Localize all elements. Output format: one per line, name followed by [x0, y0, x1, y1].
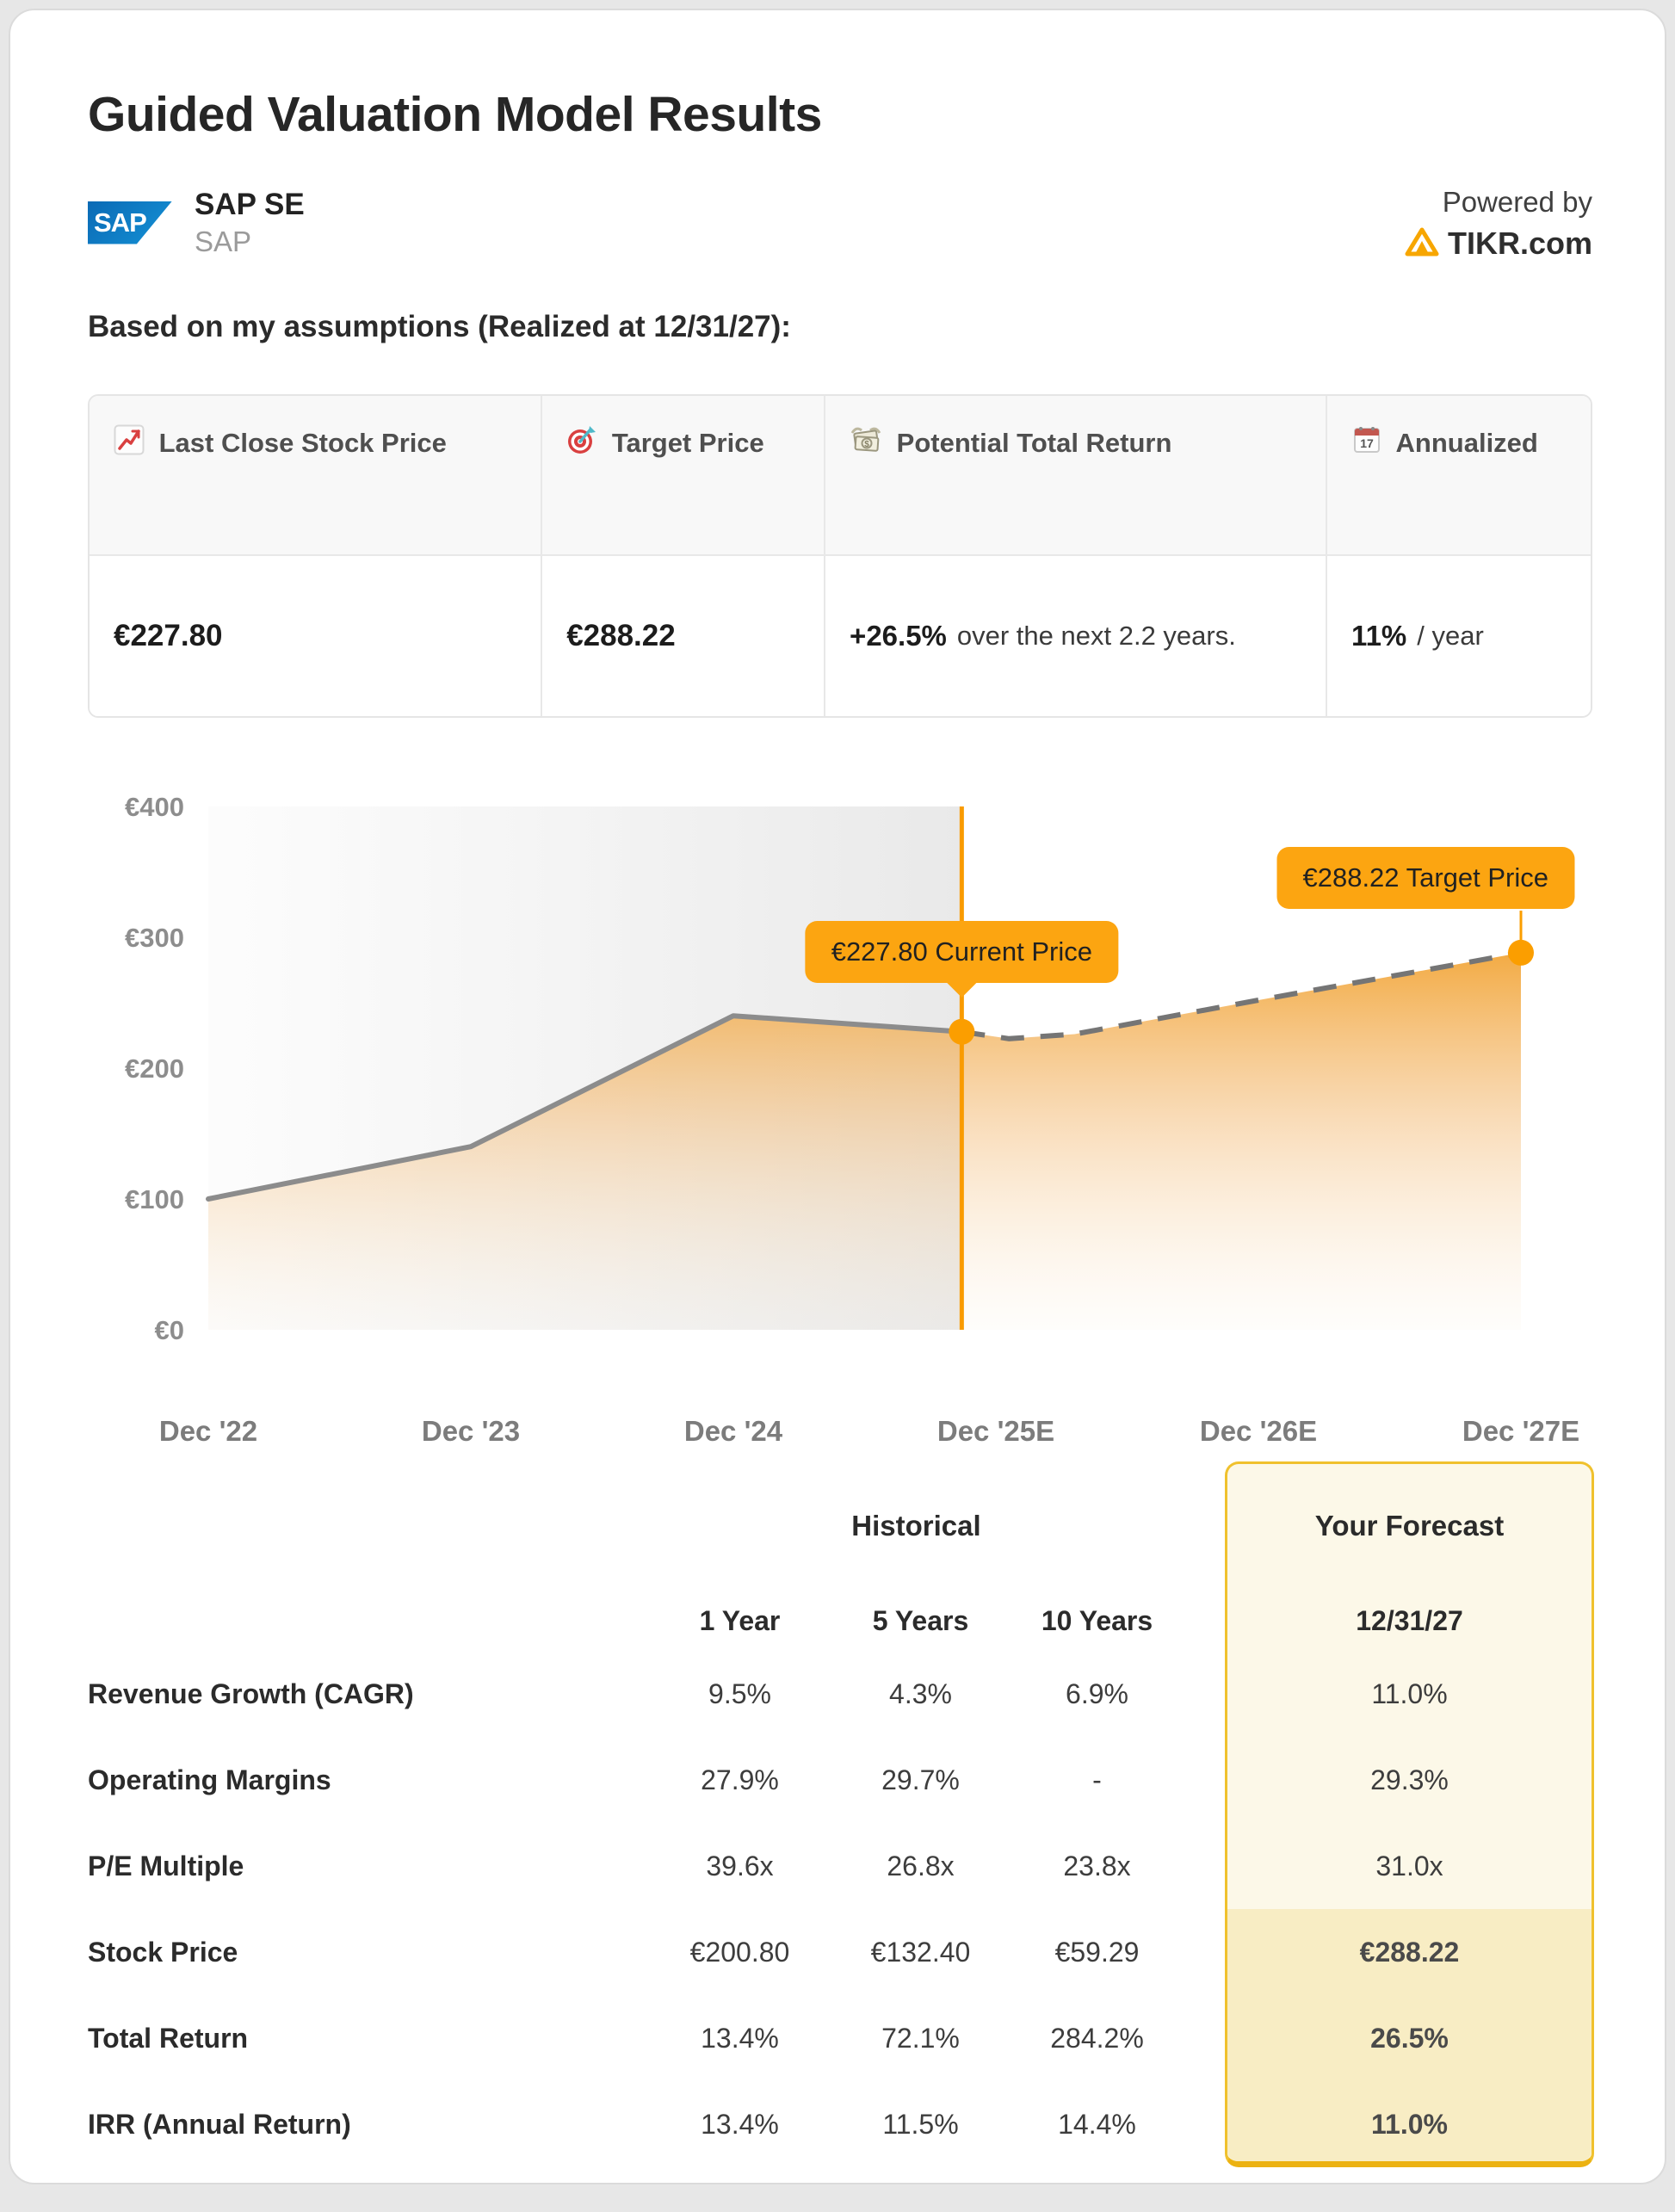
metric-value: 14.4% [1058, 2108, 1136, 2140]
page-title: Guided Valuation Model Results [88, 87, 822, 142]
company-header: SAP SAP SE SAP Powered by TIKR.com [88, 186, 1592, 262]
chart-increasing-icon [114, 424, 145, 468]
metric-label: IRR (Annual Return) [88, 2108, 351, 2140]
metric-value: 39.6x [706, 1850, 774, 1881]
powered-by-label: Powered by [1442, 186, 1592, 218]
price-area-forecast [961, 952, 1521, 1330]
price-line-historical [206, 1013, 965, 1202]
x-axis-tick: Dec '26E [1200, 1415, 1317, 1447]
sap-logo: SAP [88, 201, 172, 244]
current-price-dot [949, 1018, 975, 1045]
metric-value: 27.9% [701, 1764, 779, 1795]
target-price-cell: €288.22 [542, 556, 826, 716]
summary-header-last-close: Last Close Stock Price [90, 396, 543, 556]
x-axis-tick: Dec '23 [422, 1415, 520, 1447]
forecast-value: 11.0% [1371, 1678, 1448, 1709]
metric-value: 9.5% [708, 1678, 771, 1709]
target-price-value: €288.22 [566, 619, 676, 652]
metric-value: 26.8x [887, 1850, 955, 1881]
x-axis-tick: Dec '25E [937, 1415, 1054, 1447]
forecast-value: 29.3% [1370, 1764, 1449, 1795]
calendar-icon: 17 [1351, 424, 1382, 468]
column-header-forecast-date: 12/31/27 [1356, 1604, 1463, 1636]
column-header-10-years: 10 Years [1041, 1604, 1153, 1636]
forecast-value: 26.5% [1370, 2022, 1449, 2054]
forecast-value: 11.0% [1371, 2108, 1448, 2140]
y-axis-tick: €0 [155, 1315, 184, 1345]
svg-text:17: 17 [1360, 436, 1374, 450]
summary-header-total-return: $ Potential Total Return [825, 396, 1328, 556]
column-header-1-year: 1 Year [699, 1604, 781, 1636]
metric-label: Stock Price [88, 1936, 238, 1968]
tikr-brand-link[interactable]: TIKR.com [1447, 226, 1592, 261]
forecast-highlight-band [1227, 1909, 1592, 2161]
summary-header-annualized: 17 Annualized [1327, 396, 1591, 556]
last-close-cell: €227.80 [90, 556, 543, 716]
total-return-cell: +26.5% over the next 2.2 years. [825, 556, 1328, 716]
annualized-note: / year [1417, 621, 1484, 651]
y-axis-tick: €400 [125, 792, 184, 822]
metric-value: 72.1% [881, 2022, 960, 2054]
x-axis-tick: Dec '24 [684, 1415, 783, 1447]
forecast-value: €288.22 [1359, 1936, 1460, 1968]
total-return-note: over the next 2.2 years. [956, 621, 1236, 651]
y-axis-tick: €100 [125, 1184, 184, 1214]
y-axis-tick: €300 [125, 923, 184, 953]
metric-label: Revenue Growth (CAGR) [88, 1678, 414, 1709]
x-axis-tick: Dec '27E [1462, 1415, 1579, 1447]
last-close-value: €227.80 [114, 619, 223, 652]
annualized-value: 11% [1351, 620, 1407, 652]
metric-value: - [1092, 1764, 1102, 1795]
target-price-dot [1508, 939, 1534, 966]
metric-value: 4.3% [889, 1678, 952, 1709]
metric-label: Total Return [88, 2022, 249, 2054]
metric-value: €132.40 [870, 1936, 971, 1968]
price-line-forecast [961, 949, 1522, 1041]
price-chart: €0 €100 €200 €300 €400 Dec '22 Dec '23 D… [88, 785, 1596, 1455]
valuation-report-card: Guided Valuation Model Results SAP SAP S… [9, 9, 1666, 2184]
price-area-historical [208, 1016, 962, 1330]
target-icon [566, 424, 597, 468]
forecast-column-box [1225, 1461, 1594, 2167]
svg-text:$: $ [864, 440, 869, 449]
sap-logo-text: SAP [94, 207, 147, 238]
metric-value: 23.8x [1063, 1850, 1131, 1881]
metric-value: 6.9% [1066, 1678, 1128, 1709]
assumptions-heading: Based on my assumptions (Realized at 12/… [88, 310, 791, 343]
group-header-forecast: Your Forecast [1314, 1510, 1505, 1542]
metric-value: 11.5% [882, 2108, 959, 2140]
annualized-cell: 11% / year [1327, 556, 1591, 716]
column-header-5-years: 5 Years [872, 1604, 969, 1636]
group-header-historical: Historical [851, 1510, 981, 1542]
metric-value: 13.4% [701, 2022, 779, 2054]
metric-value: €200.80 [689, 1936, 790, 1968]
summary-table: Last Close Stock Price Target Price $ Po… [88, 394, 1592, 718]
metric-value: 13.4% [701, 2108, 779, 2140]
target-price-badge: €288.22 Target Price [1276, 847, 1574, 909]
metrics-table: Historical Your Forecast 1 Year 5 Years … [88, 1461, 1594, 2176]
summary-header-target-price: Target Price [542, 396, 826, 556]
money-with-wings-icon: $ [850, 424, 882, 468]
metric-value: €59.29 [1054, 1936, 1140, 1968]
company-name: SAP SE [195, 188, 305, 221]
forecast-value: 31.0x [1375, 1850, 1443, 1881]
tikr-logo-icon [1405, 227, 1439, 261]
ticker-symbol: SAP [195, 225, 252, 257]
metric-label: P/E Multiple [88, 1850, 244, 1881]
total-return-value: +26.5% [850, 620, 947, 652]
y-axis-tick: €200 [125, 1053, 184, 1084]
current-price-badge: €227.80 Current Price [805, 921, 1118, 983]
metric-value: 29.7% [881, 1764, 960, 1795]
x-axis-tick: Dec '22 [159, 1415, 257, 1447]
metric-label: Operating Margins [88, 1764, 331, 1795]
metric-value: 284.2% [1050, 2022, 1144, 2054]
